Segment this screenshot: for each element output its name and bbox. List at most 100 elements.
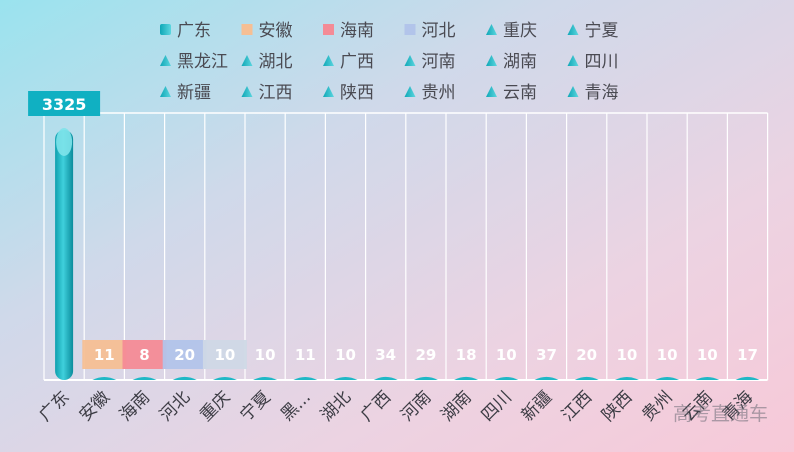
value-label-box: [28, 91, 101, 116]
bar[interactable]: [494, 376, 519, 380]
value-label: 10: [616, 346, 637, 364]
legend-entry[interactable]: 海南: [340, 21, 374, 41]
value-label: 10: [496, 346, 517, 364]
legend-marker: [404, 24, 416, 35]
x-tick-label: 湖北: [317, 387, 355, 425]
legend-entry[interactable]: 新疆: [177, 83, 211, 103]
legend-marker: [241, 55, 253, 66]
legend-marker: [486, 55, 497, 66]
value-label: 10: [214, 346, 235, 364]
legend-marker: [160, 55, 171, 66]
value-label: 8: [139, 346, 149, 364]
bar[interactable]: [735, 376, 760, 380]
value-label: 20: [174, 346, 195, 364]
legend-entry[interactable]: 河北: [422, 21, 456, 41]
bar[interactable]: [293, 376, 318, 380]
bar[interactable]: [253, 376, 278, 380]
legend-entry[interactable]: 安徽: [259, 21, 293, 41]
bar[interactable]: [614, 376, 639, 380]
bar-cap: [56, 128, 73, 156]
bar[interactable]: [413, 376, 438, 380]
value-label: 29: [415, 346, 436, 364]
bar[interactable]: [373, 376, 398, 380]
bar[interactable]: [333, 376, 358, 380]
legend-entry[interactable]: 青海: [585, 83, 619, 103]
bar[interactable]: [132, 376, 157, 380]
value-label: 18: [456, 346, 477, 364]
x-tick-label: 安徽: [76, 387, 114, 425]
legend-marker: [241, 86, 253, 97]
x-tick-label: 海南: [116, 387, 154, 425]
legend-entry[interactable]: 湖北: [259, 52, 293, 72]
value-label-box: [202, 340, 247, 369]
x-tick-label: 河南: [397, 387, 435, 425]
bar[interactable]: [534, 376, 559, 380]
x-tick-label: 重庆: [196, 387, 234, 425]
legend-marker: [160, 86, 171, 97]
legend-marker: [567, 24, 579, 35]
x-tick-label: 广西: [357, 387, 395, 425]
legend-entry[interactable]: 云南: [503, 83, 537, 103]
value-label-box: [122, 340, 167, 369]
legend-entry[interactable]: 黑龙江: [177, 52, 228, 72]
value-label: 3325: [42, 95, 87, 114]
x-tick-labels: 广东 安徽 海南 河北 重庆 宁夏 黑... 湖北 广西 河南 湖南 四川 新疆 江西 陕西 贵州 云南 青海: [35, 387, 757, 425]
x-tick-label: 广东: [35, 387, 73, 425]
x-tick-label: 陕西: [598, 387, 636, 425]
value-label: 11: [94, 346, 115, 364]
legend-marker: [241, 24, 253, 35]
legend-entry[interactable]: 湖南: [503, 52, 537, 72]
value-label: 10: [697, 346, 718, 364]
value-label-box: [162, 340, 207, 369]
value-label: 10: [335, 346, 356, 364]
legend-marker: [567, 55, 579, 66]
legend-marker: [404, 55, 416, 66]
legend-marker: [323, 55, 334, 66]
bar[interactable]: [574, 376, 599, 380]
bar[interactable]: [92, 376, 117, 380]
grid-lines: [43, 112, 769, 381]
legend-entry[interactable]: 四川: [585, 52, 619, 72]
x-tick-label: 四川: [478, 387, 516, 425]
value-label: 37: [536, 346, 557, 364]
bar[interactable]: [212, 376, 237, 380]
bar[interactable]: [655, 376, 680, 380]
bar[interactable]: [695, 376, 720, 380]
legend-marker: [160, 24, 171, 35]
value-label: 11: [295, 346, 316, 364]
x-tick-label: 湖南: [437, 387, 475, 425]
bar[interactable]: [454, 376, 479, 380]
legend-entry[interactable]: 贵州: [422, 83, 456, 103]
value-label-box: [82, 340, 127, 369]
x-tick-label: 河北: [156, 387, 194, 425]
value-label: 34: [375, 346, 396, 364]
bar-guangdong[interactable]: [55, 130, 74, 380]
bars: [55, 128, 760, 380]
legend-entry[interactable]: 重庆: [503, 21, 537, 41]
legend-entry[interactable]: 陕西: [340, 83, 374, 103]
x-tick-label: 黑...: [277, 387, 315, 425]
legend-marker: [323, 24, 334, 35]
legend-marker: [323, 86, 334, 97]
legend-entry[interactable]: 广西: [340, 52, 374, 72]
legend-entry[interactable]: 宁夏: [585, 21, 619, 41]
value-label: 10: [657, 346, 678, 364]
legend-marker: [486, 24, 497, 35]
x-tick-label: 贵州: [638, 387, 676, 425]
x-tick-label: 江西: [558, 387, 596, 425]
watermark: 高考直通车: [672, 403, 768, 425]
legend-marker: [404, 86, 416, 97]
legend-marker: [486, 86, 497, 97]
legend-entry[interactable]: 江西: [259, 83, 293, 103]
legend-marker: [567, 86, 579, 97]
value-label: 20: [576, 346, 597, 364]
value-label: 10: [255, 346, 276, 364]
legend-entry[interactable]: 广东: [177, 21, 211, 41]
value-label: 17: [737, 346, 758, 364]
x-tick-label: 新疆: [518, 387, 556, 425]
bar[interactable]: [172, 376, 197, 380]
legend-entry[interactable]: 河南: [422, 52, 456, 72]
